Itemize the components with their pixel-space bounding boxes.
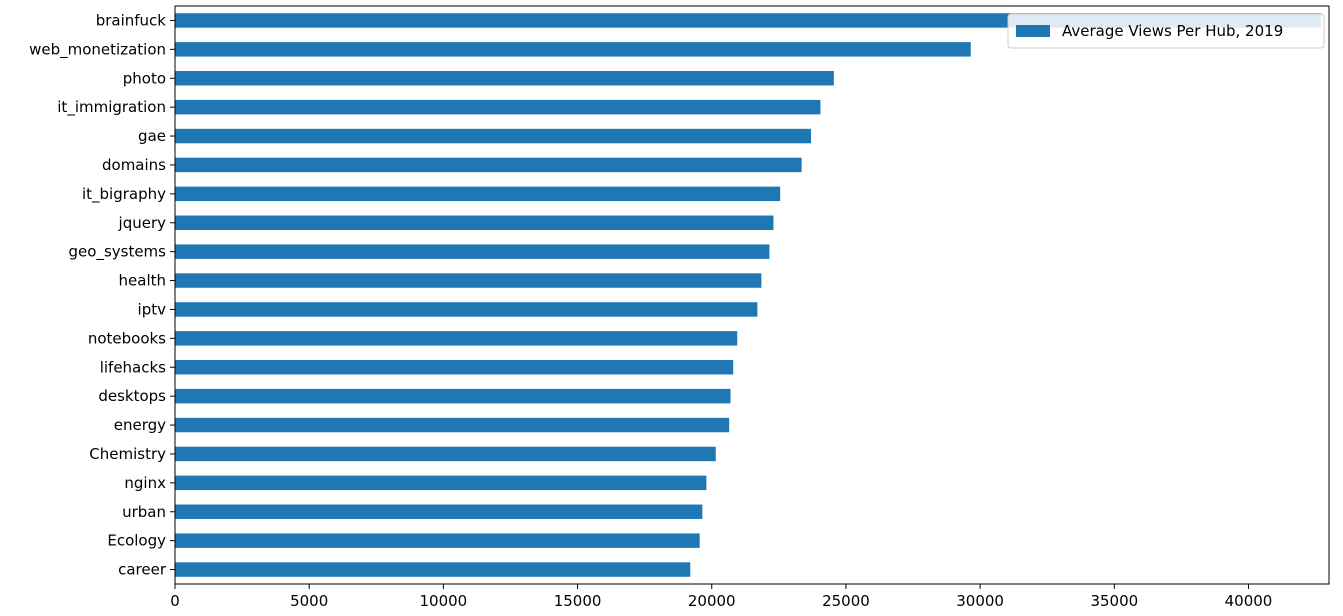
y-tick-label: it_immigration	[57, 98, 166, 117]
bar-urban	[175, 504, 703, 519]
bar-notebooks	[175, 331, 738, 346]
y-tick-label: urban	[122, 503, 166, 521]
bar-energy	[175, 417, 730, 433]
y-tick-label: brainfuck	[96, 11, 167, 29]
bar-lifehacks	[175, 360, 734, 375]
bar-it_bigraphy	[175, 186, 781, 202]
legend: Average Views Per Hub, 2019	[1007, 13, 1325, 49]
y-tick-label: notebooks	[88, 329, 166, 347]
bar-jquery	[175, 215, 774, 230]
y-tick-label: web_monetization	[29, 40, 166, 59]
y-tick-label: gae	[138, 127, 166, 145]
y-tick-label: photo	[123, 69, 166, 87]
bar-it_immigration	[175, 99, 821, 115]
x-tick-label: 5000	[290, 592, 328, 610]
x-tick-label: 30000	[956, 592, 1004, 610]
x-tick-label: 15000	[554, 592, 602, 610]
x-tick-label: 25000	[822, 592, 870, 610]
bar-desktops	[175, 388, 731, 404]
plot-area-frame	[174, 5, 1330, 585]
bar-health	[175, 273, 762, 288]
bars-layer	[175, 13, 1321, 577]
x-tick-label: 20000	[688, 592, 736, 610]
y-tick-label: geo_systems	[69, 243, 167, 262]
y-tick-label: Chemistry	[89, 445, 166, 463]
y-tick-label: health	[119, 272, 166, 290]
bar-web_monetization	[175, 42, 971, 57]
bar-geo_systems	[175, 244, 770, 259]
y-tick-label: Ecology	[107, 532, 166, 550]
y-tick-label: nginx	[124, 474, 166, 492]
legend-swatch	[1016, 25, 1050, 37]
y-tick-label: iptv	[138, 300, 167, 318]
bar-photo	[175, 71, 834, 86]
y-tick-label: it_bigraphy	[82, 185, 166, 204]
y-tick-label: jquery	[118, 214, 167, 232]
x-tick-label: 10000	[420, 592, 468, 610]
x-tick-label: 0	[170, 592, 180, 610]
legend-box	[1007, 13, 1325, 49]
y-tick-label: domains	[102, 156, 166, 174]
bar-Chemistry	[175, 446, 716, 462]
x-tick-label: 35000	[1090, 592, 1138, 610]
y-tick-label: lifehacks	[100, 358, 166, 376]
bar-domains	[175, 157, 802, 173]
legend-label: Average Views Per Hub, 2019	[1062, 22, 1283, 40]
x-tick-label: 40000	[1225, 592, 1273, 610]
bar-career	[175, 562, 691, 577]
y-tick-label: energy	[114, 416, 166, 434]
bar-iptv	[175, 302, 758, 317]
bar-nginx	[175, 475, 707, 491]
y-tick-label: career	[118, 561, 167, 579]
bar-Ecology	[175, 533, 700, 548]
y-tick-label: desktops	[98, 387, 166, 405]
bar-gae	[175, 128, 812, 144]
x-axis-ticks: 0 5000 10000 15000 20000 25000 30000 35000 40000	[170, 584, 1272, 610]
